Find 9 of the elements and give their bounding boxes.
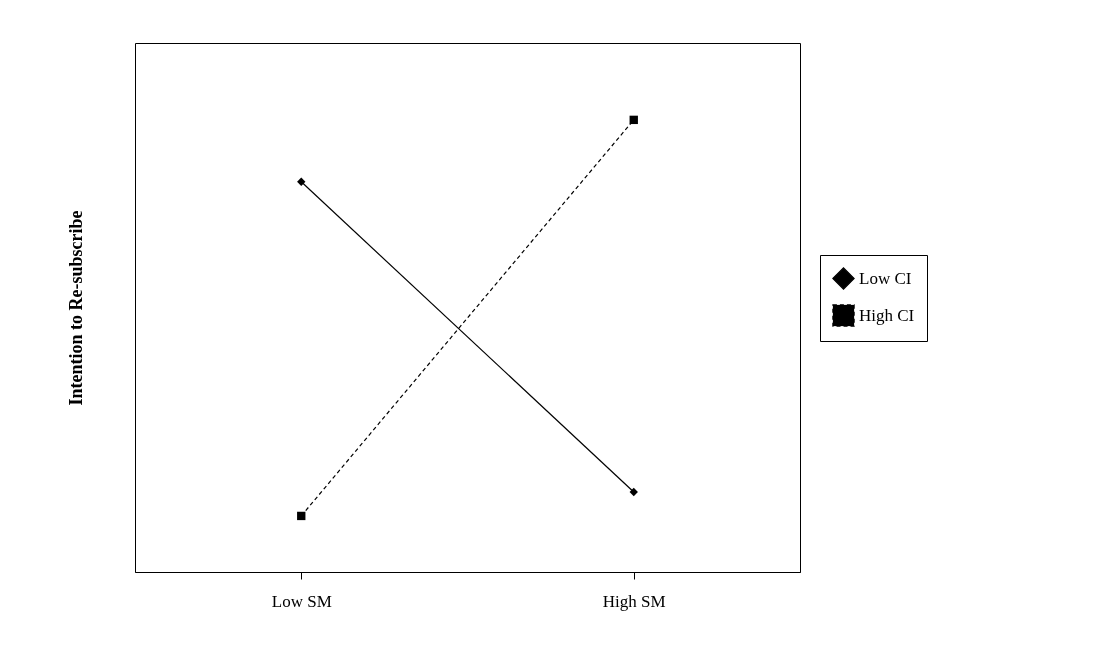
point (629, 115, 638, 125)
x-tick-label: Low SM (271, 591, 332, 611)
point (297, 511, 306, 521)
legend-label: Low CI (859, 268, 912, 288)
legend-label: High CI (859, 305, 915, 325)
point (629, 487, 638, 497)
y-axis-title: Intention to Re-subscribe (65, 210, 86, 406)
point (297, 177, 306, 186)
x-tick-label: High SM (602, 591, 666, 611)
